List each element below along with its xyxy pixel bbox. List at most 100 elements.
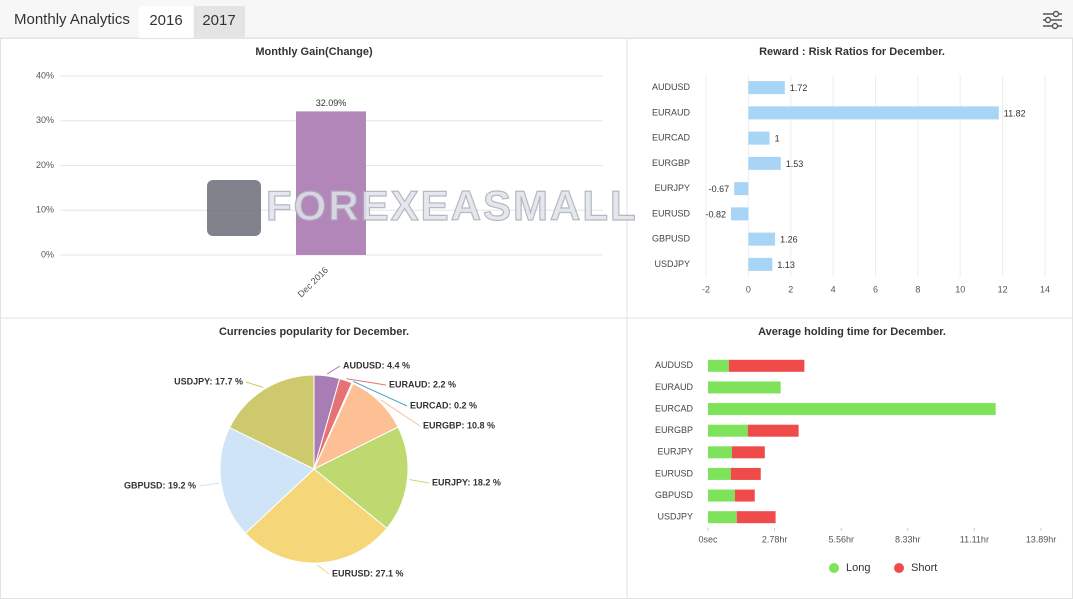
y-tick-label: 10% [36, 205, 54, 215]
bar-segment [734, 489, 755, 502]
y-tick-label: EURCAD [652, 133, 691, 143]
bar-segment [708, 403, 996, 416]
data-label: 32.09% [316, 98, 347, 108]
legend-marker [829, 563, 839, 573]
leader-line [245, 381, 264, 388]
bar-segment [731, 446, 765, 459]
bar-segment [708, 446, 732, 459]
y-tick-label: USDJPY [657, 512, 693, 522]
y-tick-label: GBPUSD [655, 490, 694, 500]
data-label: 1.53 [786, 159, 804, 169]
data-label: 1.26 [780, 235, 798, 245]
x-tick-label: 8 [915, 284, 920, 294]
data-label: USDJPY: 17.7 % [174, 376, 243, 386]
y-tick-label: AUDUSD [652, 82, 691, 92]
x-tick-label: 2 [788, 284, 793, 294]
y-tick-label: EURJPY [654, 183, 690, 193]
data-label: EURGBP: 10.8 % [423, 420, 495, 430]
tab[interactable]: 2016 [149, 12, 182, 29]
data-label: 1.72 [790, 83, 808, 93]
y-tick-label: 40% [36, 70, 54, 80]
y-tick-label: 30% [36, 115, 54, 125]
tab-bg[interactable] [194, 6, 245, 38]
x-tick-label: 6 [873, 284, 878, 294]
data-label: 1 [775, 134, 780, 144]
bar-segment [708, 511, 737, 524]
y-tick-label: EURGBP [655, 425, 693, 435]
bar [748, 156, 781, 170]
data-label: -0.82 [705, 209, 726, 219]
data-label: 1.13 [777, 260, 795, 270]
leader-line [198, 482, 220, 487]
leader-line [353, 380, 408, 407]
leader-line [317, 564, 330, 575]
bar-segment [708, 381, 781, 394]
x-tick-label: 14 [1040, 284, 1050, 294]
y-tick-label: EURAUD [655, 382, 694, 392]
y-tick-label: 0% [41, 249, 54, 259]
bar-segment [708, 467, 731, 480]
data-label: EURJPY: 18.2 % [432, 477, 501, 487]
bar [734, 182, 749, 196]
leader-line [409, 479, 430, 484]
bar [748, 131, 770, 145]
tab-bg[interactable] [139, 6, 193, 38]
y-tick-label: GBPUSD [652, 234, 691, 244]
data-label: 11.82 [1004, 108, 1026, 118]
y-tick-label: AUDUSD [655, 360, 694, 370]
x-tick-label: 2.78hr [762, 534, 788, 544]
bar-segment [747, 424, 799, 437]
x-tick-label: 13.89hr [1026, 534, 1057, 544]
y-tick-label: EURJPY [657, 447, 693, 457]
leader-line [346, 378, 387, 386]
bar-segment [708, 489, 735, 502]
bar [748, 257, 773, 271]
tab[interactable]: 2017 [202, 12, 235, 29]
y-tick-label: EURUSD [652, 208, 691, 218]
bar [731, 207, 749, 221]
x-tick-label: 5.56hr [829, 534, 855, 544]
data-label: EURCAD: 0.2 % [410, 400, 477, 410]
chart-title: Reward : Risk Ratios for December. [759, 46, 945, 58]
x-tick-label: 12 [998, 284, 1008, 294]
chart-title: Monthly Gain(Change) [255, 46, 373, 58]
bar [748, 81, 785, 95]
watermark: FOREXEASMALL [266, 182, 638, 229]
data-label: EURAUD: 2.2 % [389, 379, 456, 389]
chart-title: Average holding time for December. [758, 326, 946, 338]
x-tick-label: 10 [955, 284, 965, 294]
data-label: EURUSD: 27.1 % [332, 568, 404, 578]
bar-segment [708, 424, 748, 437]
header-title: Monthly Analytics [14, 11, 130, 28]
bar-segment [730, 467, 761, 480]
y-tick-label: EURGBP [652, 158, 690, 168]
bar [748, 232, 776, 246]
x-tick-label: 0sec [698, 534, 718, 544]
bar-segment [728, 359, 805, 372]
x-tick-label: 0 [746, 284, 751, 294]
watermark-logo [207, 180, 261, 236]
y-tick-label: USDJPY [654, 259, 690, 269]
bar [748, 106, 999, 120]
chart-title: Currencies popularity for December. [219, 326, 409, 338]
pie-slice [219, 426, 315, 534]
x-tick-label: Dec 2016 [296, 265, 330, 299]
leader-line [326, 365, 341, 375]
legend-label: Short [911, 562, 937, 574]
x-tick-label: 4 [831, 284, 836, 294]
x-tick-label: -2 [702, 284, 710, 294]
y-tick-label: EURAUD [652, 107, 691, 117]
legend-marker [894, 563, 904, 573]
filter-icon[interactable] [1043, 10, 1062, 30]
y-tick-label: EURCAD [655, 403, 694, 413]
pie-slice [244, 468, 388, 564]
x-tick-label: 8.33hr [895, 534, 921, 544]
bar-segment [708, 359, 729, 372]
leader-line [380, 399, 421, 427]
data-label: -0.67 [709, 184, 730, 194]
y-tick-label: 20% [36, 160, 54, 170]
pie-slice [313, 426, 409, 530]
y-tick-label: EURUSD [655, 468, 694, 478]
bar [296, 111, 366, 255]
